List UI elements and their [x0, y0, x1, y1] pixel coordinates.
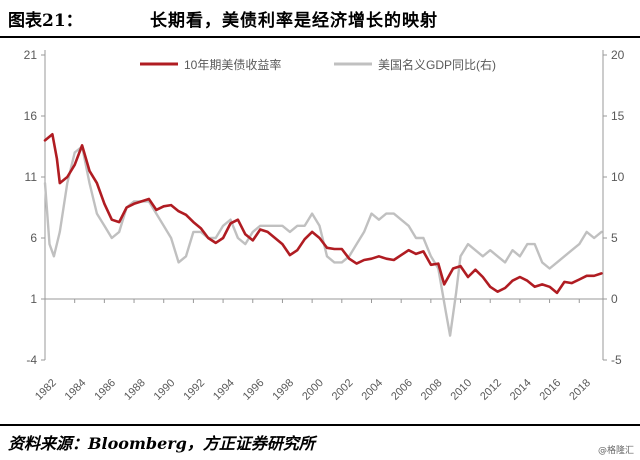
- right-y-tick-label: 20: [611, 48, 625, 62]
- right-y-tick-label: 10: [611, 170, 625, 184]
- left-y-tick-label: 21: [24, 48, 38, 62]
- x-tick-label: 2014: [508, 377, 534, 403]
- right-y-tick-label: -5: [611, 353, 622, 367]
- x-tick-label: 2012: [478, 377, 504, 403]
- figure-label: 图表21：: [8, 11, 83, 31]
- x-tick-label: 1992: [181, 377, 207, 403]
- left-y-tick-label: 16: [24, 109, 38, 123]
- x-tick-label: 2006: [389, 377, 415, 403]
- right-y-tick-label: 5: [611, 231, 618, 245]
- legend-label-gdp: 美国名义GDP同比(右): [378, 57, 496, 72]
- x-tick-label: 1986: [92, 377, 118, 403]
- source-note: 资料来源：Bloomberg，方正证券研究所: [8, 434, 315, 453]
- right-y-tick-label: 0: [611, 292, 618, 306]
- left-y-tick-label: 6: [30, 231, 37, 245]
- x-tick-label: 2004: [359, 377, 385, 403]
- x-tick-label: 1984: [63, 377, 89, 403]
- footer-rule: [0, 424, 640, 426]
- left-y-tick-label: 1: [30, 292, 37, 306]
- right-y-tick-label: 15: [611, 109, 625, 123]
- x-tick-labels: 1982 1984 1986 1988 1990 1992 1994 1996 1998 2000…: [33, 299, 593, 403]
- x-tick-label: 1988: [122, 377, 148, 403]
- x-tick-label: 1998: [270, 377, 296, 403]
- right-y-tick-labels: 20 15 10 5 0 -5: [603, 48, 625, 367]
- x-tick-label: 2002: [330, 377, 356, 403]
- x-tick-label: 1996: [241, 377, 267, 403]
- x-tick-label: 1994: [211, 377, 237, 403]
- x-tick-label: 2016: [538, 377, 564, 403]
- chart-legend: 10年期美债收益率 美国名义GDP同比(右): [140, 57, 496, 72]
- left-y-tick-label: -4: [26, 353, 37, 367]
- x-tick-label: 2000: [300, 377, 326, 403]
- x-tick-label: 2018: [567, 377, 593, 403]
- left-y-tick-labels: 21 16 11 6 1 -4: [24, 48, 45, 367]
- header-rule: [0, 36, 640, 38]
- chart-axes: [44, 50, 604, 360]
- x-tick-label: 2008: [419, 377, 445, 403]
- figure-header: 图表21： 长期看，美债利率是经济增长的映射: [0, 0, 640, 38]
- legend-label-treasury: 10年期美债收益率: [184, 57, 281, 72]
- x-tick-label: 1990: [152, 377, 178, 403]
- series-layer: [43, 133, 603, 337]
- x-tick-label: 1982: [33, 377, 59, 403]
- x-tick-label: 2010: [449, 377, 475, 403]
- left-y-tick-label: 11: [25, 170, 38, 184]
- figure-title: 长期看，美债利率是经济增长的映射: [150, 11, 438, 31]
- watermark: @格隆汇: [597, 446, 634, 456]
- series-line-treasury-yield: [43, 133, 603, 295]
